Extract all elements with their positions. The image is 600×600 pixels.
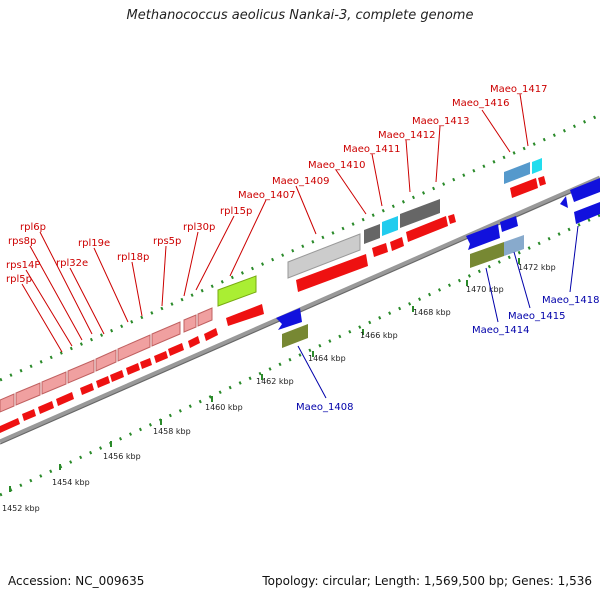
gene-maeo-1414-arrow: [466, 224, 500, 250]
gene-maeo-1410-box: [364, 224, 380, 244]
label-rps14p: rps14P: [6, 260, 40, 271]
map-title: Methanococcus aeolicus Nankai-3, complet…: [126, 8, 474, 23]
top-leader-lines: [21, 93, 529, 353]
tick-label-1452: 1452 kbp: [2, 504, 40, 513]
gene-maeo-1407-box: [217, 275, 257, 307]
tick-label-1462: 1462 kbp: [256, 377, 294, 386]
tick-label-1466: 1466 kbp: [360, 331, 398, 340]
forward-gene-boxes: [0, 307, 213, 413]
label-maeo-1414: Maeo_1414: [472, 325, 529, 336]
gene-maeo-1408-box: [282, 324, 308, 348]
label-maeo-1417: Maeo_1417: [490, 84, 547, 95]
label-rpl18p: rpl18p: [117, 252, 149, 263]
label-rpl15p: rpl15p: [220, 206, 252, 217]
label-rpl30p: rpl30p: [183, 222, 215, 233]
topology-text: Topology: circular; Length: 1,569,500 bp…: [262, 574, 592, 588]
label-maeo-1411: Maeo_1411: [343, 144, 400, 155]
label-maeo-1410: Maeo_1410: [308, 160, 365, 171]
label-maeo-1418: Maeo_1418: [542, 295, 599, 306]
gene-maeo-1415-box: [504, 235, 524, 256]
label-rpl32e: rpl32e: [56, 258, 88, 269]
label-maeo-1415: Maeo_1415: [508, 311, 565, 322]
label-rpl19e: rpl19e: [78, 238, 110, 249]
accession-text: Accession: NC_009635: [8, 574, 145, 588]
lower-dotted-track: [0, 213, 600, 497]
label-maeo-1407: Maeo_1407: [238, 190, 295, 201]
label-maeo-1412: Maeo_1412: [378, 130, 435, 141]
tick-label-1468: 1468 kbp: [413, 308, 451, 317]
tick-label-1472: 1472 kbp: [518, 263, 556, 272]
gene-maeo-1418-arrow: [570, 178, 600, 202]
bottom-leader-lines: [297, 225, 579, 399]
gene-maeo-1411-box: [382, 216, 398, 236]
tick-marks: [9, 258, 520, 492]
tick-label-1454: 1454 kbp: [52, 478, 90, 487]
label-maeo-1408: Maeo_1408: [296, 402, 353, 413]
tick-label-1458: 1458 kbp: [153, 427, 191, 436]
tick-label-1464: 1464 kbp: [308, 354, 346, 363]
gene-maeo-1413-box: [400, 199, 440, 228]
gene-maeo-1414-box: [470, 242, 504, 268]
tick-label-1456: 1456 kbp: [103, 452, 141, 461]
gene-maeo-1409-box: [287, 233, 361, 279]
label-maeo-1409: Maeo_1409: [272, 176, 329, 187]
gene-maeo-1408-arrow: [276, 308, 302, 330]
tick-label-1470: 1470 kbp: [466, 285, 504, 294]
label-maeo-1416: Maeo_1416: [452, 98, 509, 109]
label-maeo-1413: Maeo_1413: [412, 116, 469, 127]
gene-maeo-1417-box: [532, 158, 542, 174]
label-rpl6p: rpl6p: [20, 222, 46, 233]
label-rpl5p: rpl5p: [6, 274, 32, 285]
forward-gene-arrows: [0, 176, 546, 433]
label-rps8p: rps8p: [8, 236, 36, 247]
label-rps5p: rps5p: [153, 236, 181, 247]
gene-maeo-1416-box: [504, 162, 530, 184]
tick-label-1460: 1460 kbp: [205, 403, 243, 412]
